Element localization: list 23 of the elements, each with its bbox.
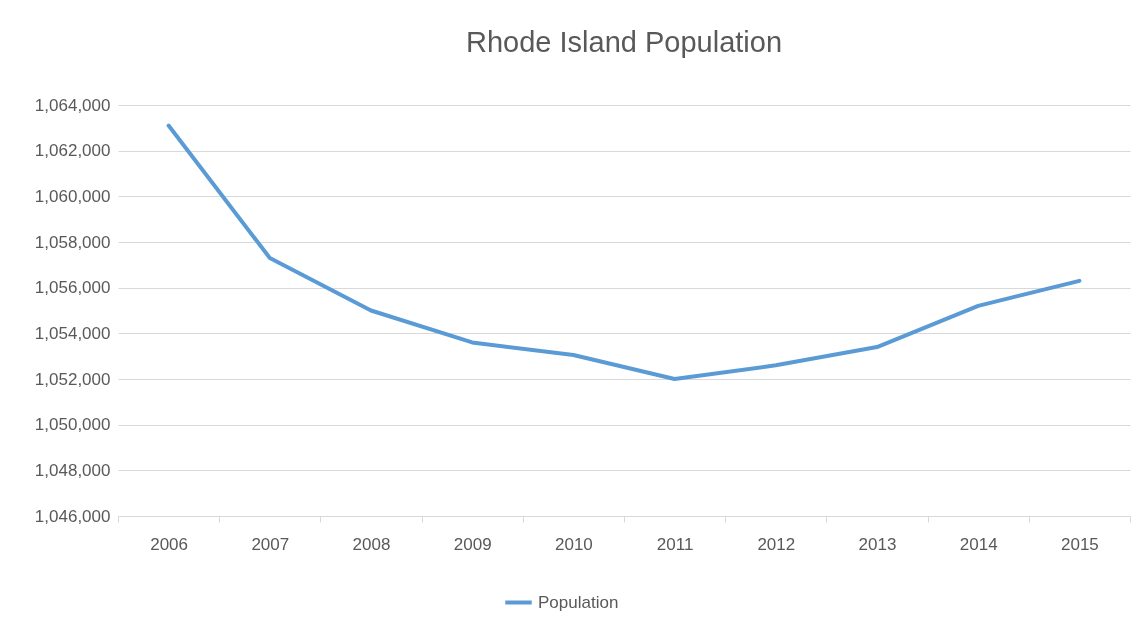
y-tick-label: 1,046,000 bbox=[34, 506, 111, 526]
y-tick-label: 1,050,000 bbox=[34, 415, 111, 435]
y-tick-label: 1,052,000 bbox=[34, 369, 111, 389]
y-tick-label: 1,060,000 bbox=[34, 186, 111, 206]
x-tick-label: 2012 bbox=[757, 534, 796, 554]
y-tick-label: 1,062,000 bbox=[34, 141, 111, 161]
x-tick-label: 2011 bbox=[656, 534, 694, 554]
x-tick-label: 2010 bbox=[554, 534, 593, 554]
line-series bbox=[166, 123, 1082, 381]
x-tick-label: 2008 bbox=[352, 534, 391, 554]
y-tick-label: 1,048,000 bbox=[34, 460, 111, 480]
x-tick-label: 2007 bbox=[251, 534, 290, 554]
x-tick-label: 2009 bbox=[453, 534, 492, 554]
x-tick-label: 2014 bbox=[959, 534, 998, 554]
y-tick-label: 1,064,000 bbox=[34, 95, 111, 115]
x-tick-label: 2006 bbox=[150, 534, 189, 554]
legend-label: Population bbox=[538, 592, 619, 612]
x-tick-label: 2015 bbox=[1060, 534, 1099, 554]
x-tick-label: 2013 bbox=[858, 534, 897, 554]
chart-title: Rhode Island Population bbox=[465, 26, 783, 58]
y-tick-label: 1,056,000 bbox=[34, 278, 111, 298]
y-tick-label: 1,054,000 bbox=[34, 323, 111, 343]
y-tick-label: 1,058,000 bbox=[34, 232, 111, 252]
